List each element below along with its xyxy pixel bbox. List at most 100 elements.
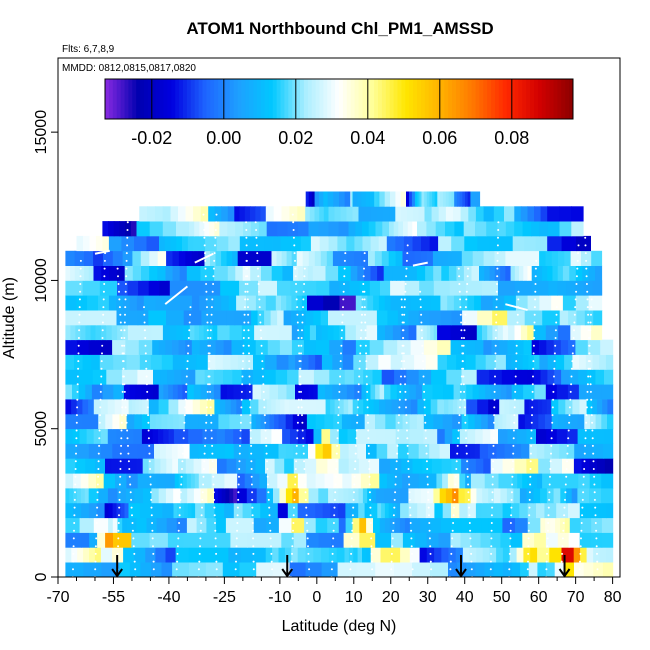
heat-cell: [404, 517, 411, 533]
heat-cell: [83, 250, 94, 266]
heat-cell: [237, 354, 246, 370]
profile-dot: [419, 290, 422, 293]
heat-cell: [76, 399, 83, 415]
heat-cell: [73, 502, 82, 519]
profile-dot: [121, 390, 124, 393]
profile-dot: [305, 506, 308, 509]
heat-cell: [297, 428, 307, 444]
heat-cell: [362, 488, 368, 504]
profile-dot: [584, 437, 587, 440]
heat-cell: [567, 384, 580, 400]
heat-cell: [287, 221, 299, 237]
heat-cell: [337, 235, 347, 252]
profile-dot: [260, 344, 263, 347]
profile-dot: [124, 283, 127, 285]
heat-cell: [253, 517, 267, 533]
profile-dot: [211, 298, 214, 301]
heat-cell: [170, 235, 177, 252]
heat-cell: [277, 473, 289, 489]
heat-cell: [346, 250, 355, 266]
profile-dot: [249, 414, 252, 417]
profile-dot: [212, 275, 215, 278]
profile-dot: [247, 306, 249, 309]
heat-cell: [104, 502, 110, 519]
profile-dot: [421, 337, 423, 339]
heat-cell: [439, 443, 451, 459]
profile-dot: [549, 475, 551, 478]
profile-dot: [335, 468, 338, 470]
profile-dot: [238, 475, 240, 478]
heat-cell: [378, 235, 388, 252]
heat-cell: [527, 517, 541, 533]
heat-cell: [527, 502, 537, 519]
profile-dot: [491, 475, 494, 478]
heat-cell: [578, 384, 586, 400]
heat-cell: [174, 369, 182, 385]
colorbar-swatch: [327, 79, 332, 119]
profile-dot: [181, 460, 184, 463]
heat-cell: [426, 324, 431, 341]
profile-dot: [256, 267, 259, 270]
profile-dot: [205, 298, 208, 301]
heat-cell: [474, 443, 481, 459]
heat-cell: [251, 413, 257, 430]
heat-cell: [224, 443, 235, 459]
y-tick-label: 10000: [33, 258, 50, 303]
profile-dot: [215, 552, 218, 555]
profile-dot: [404, 383, 407, 386]
profile-dot: [183, 414, 186, 417]
dates-subtitle: MMDD: 0812,0815,0817,0820: [62, 63, 196, 74]
heat-cell: [65, 428, 74, 444]
heat-cell: [423, 413, 434, 430]
heat-cell: [137, 369, 154, 385]
profile-dot: [551, 421, 554, 424]
profile-dot: [343, 275, 346, 278]
heat-cell: [478, 384, 486, 400]
profile-dot: [363, 259, 366, 262]
colorbar-swatch: [557, 79, 562, 119]
heat-cell: [123, 384, 131, 400]
profile-dot: [129, 483, 132, 486]
heat-cell: [249, 428, 262, 444]
heat-cell: [266, 221, 278, 237]
heat-cell: [562, 458, 575, 474]
profile-dot: [586, 298, 589, 301]
profile-dot: [594, 506, 597, 509]
profile-dot: [179, 506, 181, 509]
colorbar-swatch: [409, 79, 414, 119]
heat-cell: [201, 310, 211, 326]
heat-cell: [579, 354, 587, 370]
profile-dot: [331, 552, 334, 555]
heat-cell: [255, 458, 266, 474]
profile-dot: [243, 329, 246, 332]
profile-dot: [205, 406, 208, 409]
profile-dot: [118, 514, 120, 517]
profile-dot: [131, 522, 134, 524]
heat-cell: [425, 354, 439, 370]
heat-cell: [437, 191, 441, 207]
heat-cell: [591, 324, 603, 341]
heat-cell: [345, 502, 353, 519]
heat-cell: [498, 280, 516, 296]
heat-cell: [377, 502, 382, 519]
profile-dot: [398, 406, 401, 409]
heat-cell: [492, 295, 505, 311]
colorbar-swatch: [257, 79, 262, 119]
profile-dot: [467, 483, 470, 486]
heat-cell: [171, 443, 179, 459]
heat-cell: [344, 310, 362, 326]
heat-cell: [173, 502, 178, 519]
heat-cell: [522, 250, 529, 266]
profile-dot: [583, 468, 586, 470]
colorbar-swatch: [459, 79, 465, 119]
profile-dot: [370, 552, 373, 555]
heat-cell: [245, 354, 254, 370]
profile-dot: [561, 545, 564, 548]
heat-cell: [536, 502, 545, 519]
profile-dot: [266, 475, 269, 478]
heat-cell: [250, 265, 262, 281]
profile-dot: [214, 537, 217, 540]
colorbar-swatch: [444, 79, 449, 119]
profile-dot: [353, 475, 356, 478]
heat-cell: [572, 473, 579, 489]
